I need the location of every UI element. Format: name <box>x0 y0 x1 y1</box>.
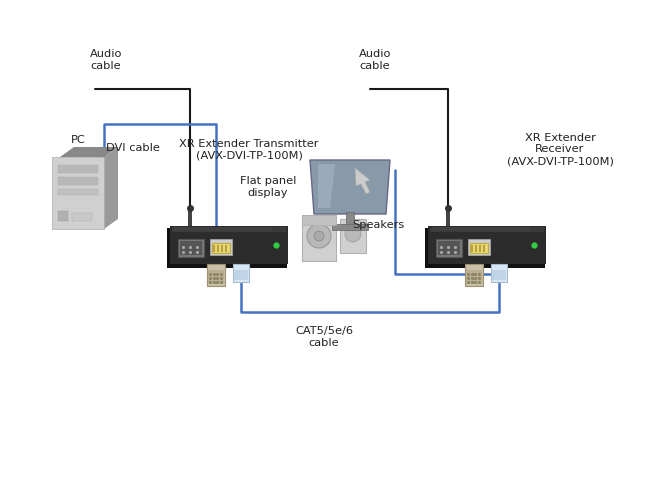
Bar <box>465 264 483 286</box>
Bar <box>58 165 98 173</box>
Bar <box>475 245 477 252</box>
Text: Audio
cable: Audio cable <box>359 49 391 71</box>
Bar <box>428 226 546 264</box>
Bar <box>58 189 98 195</box>
Bar <box>210 239 232 255</box>
Bar <box>217 245 219 252</box>
Text: DVI cable: DVI cable <box>437 229 491 239</box>
Bar <box>471 245 473 252</box>
Bar <box>167 228 287 268</box>
Bar <box>213 245 215 252</box>
Bar <box>425 228 545 268</box>
Polygon shape <box>310 160 390 214</box>
Text: Speakers: Speakers <box>352 220 404 230</box>
Bar <box>52 157 104 229</box>
Polygon shape <box>355 168 370 194</box>
Text: PC: PC <box>71 135 86 145</box>
Bar <box>436 239 462 257</box>
Bar <box>72 213 92 221</box>
Bar <box>483 245 485 252</box>
Bar <box>438 241 460 255</box>
Bar <box>221 245 223 252</box>
Polygon shape <box>60 147 118 157</box>
Bar <box>178 239 204 257</box>
Circle shape <box>345 226 361 242</box>
Bar <box>234 270 248 280</box>
Bar <box>340 219 366 253</box>
Bar <box>180 241 202 255</box>
Bar <box>332 224 368 230</box>
Bar <box>233 264 249 282</box>
Text: Audio
cable: Audio cable <box>90 49 122 71</box>
Bar <box>346 212 354 226</box>
Bar <box>188 210 192 226</box>
Bar <box>468 239 490 255</box>
Bar <box>208 270 224 284</box>
Bar <box>430 227 544 232</box>
Bar <box>225 245 227 252</box>
Bar <box>432 227 530 231</box>
Text: Flat panel
display: Flat panel display <box>240 176 296 198</box>
Circle shape <box>307 224 331 248</box>
Bar <box>302 215 336 261</box>
Bar <box>170 226 288 264</box>
Bar <box>212 243 230 253</box>
Bar <box>58 211 68 221</box>
Text: CAT5/5e/6
cable: CAT5/5e/6 cable <box>295 326 353 348</box>
Bar <box>207 264 225 286</box>
Bar <box>174 227 272 231</box>
Bar <box>172 227 286 232</box>
Circle shape <box>314 231 324 241</box>
Polygon shape <box>318 164 335 208</box>
Text: XR Extender
Receiver
(AVX-DVI-TP-100M): XR Extender Receiver (AVX-DVI-TP-100M) <box>507 133 614 166</box>
Bar <box>479 245 481 252</box>
Bar <box>58 177 98 185</box>
Bar <box>302 215 336 225</box>
Bar <box>470 243 488 253</box>
Bar <box>492 270 506 280</box>
Bar <box>491 264 507 282</box>
Text: DVI cable: DVI cable <box>106 143 160 153</box>
Bar <box>466 270 482 284</box>
Bar <box>446 210 450 226</box>
Polygon shape <box>104 147 118 229</box>
Text: XR Extender Transmitter
(AVX-DVI-TP-100M): XR Extender Transmitter (AVX-DVI-TP-100M… <box>179 140 319 161</box>
